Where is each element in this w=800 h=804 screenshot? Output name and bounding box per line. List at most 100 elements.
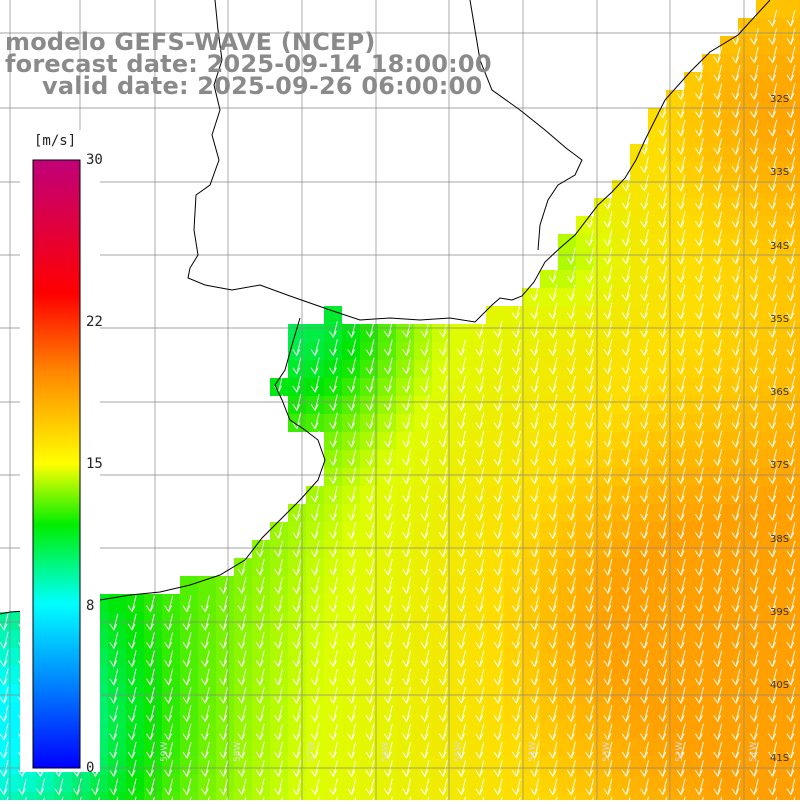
wind-arrow [621, 522, 631, 540]
wind-arrow [383, 339, 393, 357]
wind-arrow [786, 119, 796, 137]
wind-arrow [329, 741, 338, 759]
wind-arrow [695, 266, 704, 284]
wind-arrow [146, 668, 155, 686]
wind-arrow [585, 577, 595, 595]
wind-arrow [347, 320, 357, 338]
wind-arrow [640, 540, 649, 558]
wind-arrow [786, 229, 796, 247]
wind-arrow [383, 430, 393, 448]
wind-arrow [292, 522, 302, 540]
wind-arrow [731, 430, 741, 448]
wind-arrow [438, 339, 448, 357]
wind-arrow [585, 522, 595, 540]
wind-arrow [164, 778, 174, 796]
wind-arrow [512, 741, 521, 759]
wind-arrow [365, 522, 375, 540]
wind-arrow [475, 650, 485, 668]
wind-arrow [640, 412, 649, 430]
wind-arrow [548, 503, 558, 521]
wind-arrow [695, 229, 704, 247]
wind-arrow [493, 540, 503, 558]
wind-arrow [676, 211, 686, 229]
wind-arrow [749, 650, 759, 668]
wind-arrow [383, 540, 393, 558]
wind-arrow [768, 64, 778, 82]
wind-arrow [731, 302, 741, 320]
wind-arrow [457, 357, 466, 375]
wind-arrow [749, 229, 759, 247]
wind-arrow [292, 668, 302, 686]
wind-arrow [640, 558, 649, 576]
wind-arrow [749, 577, 759, 595]
wind-arrow [402, 449, 412, 467]
wind-arrow [420, 650, 430, 668]
wind-arrow [475, 375, 485, 393]
wind-arrow [640, 137, 649, 155]
wind-arrow [329, 412, 338, 430]
wind-arrow [457, 339, 466, 357]
wind-arrow [383, 503, 393, 521]
wind-arrow [475, 723, 485, 741]
wind-arrow [786, 320, 796, 338]
wind-arrow [585, 778, 595, 796]
wind-arrow [786, 339, 796, 357]
wind-arrow [713, 137, 723, 155]
wind-arrow [329, 705, 338, 723]
wind-arrow [329, 558, 338, 576]
wind-arrow [640, 723, 649, 741]
wind-arrow [768, 449, 778, 467]
wind-arrow [658, 412, 668, 430]
wind-arrow [731, 449, 741, 467]
wind-arrow [676, 650, 686, 668]
wind-arrow [695, 558, 704, 576]
map-title-forecast-date: forecast date: 2025-09-14 18:00:00 [5, 50, 492, 78]
wind-arrow [512, 723, 521, 741]
wind-arrow [731, 137, 741, 155]
wind-arrow [640, 266, 649, 284]
wind-arrow [749, 430, 759, 448]
latitude-label: 35S [770, 314, 790, 325]
wind-arrow [0, 741, 9, 759]
wind-arrow [274, 668, 283, 686]
wind-arrow [347, 522, 357, 540]
wind-arrow [603, 266, 613, 284]
wind-arrow [603, 339, 613, 357]
wind-arrow [768, 192, 778, 210]
wind-arrow [347, 778, 357, 796]
wind-arrow [621, 540, 631, 558]
wind-arrow [713, 741, 723, 759]
wind-arrow [548, 339, 558, 357]
wind-arrow [621, 705, 631, 723]
wind-arrow [219, 723, 229, 741]
wind-arrow [713, 192, 723, 210]
wind-arrow [274, 632, 283, 650]
wind-arrow [383, 723, 393, 741]
wind-arrow [365, 558, 375, 576]
wind-arrow [585, 705, 595, 723]
wind-arrow [457, 467, 466, 485]
colorbar-tick-label: 8 [86, 597, 95, 614]
wind-arrow [585, 302, 595, 320]
wind-arrow [548, 723, 558, 741]
wind-arrow [329, 339, 338, 357]
wind-arrow [457, 503, 466, 521]
wind-arrow [585, 540, 595, 558]
wind-arrow [731, 650, 741, 668]
wind-arrow [749, 778, 759, 796]
wind-arrow [329, 650, 338, 668]
wind-arrow [585, 668, 595, 686]
wind-arrow [749, 83, 759, 101]
longitude-label: 53W [602, 741, 612, 762]
wind-arrow [676, 192, 686, 210]
wind-arrow [383, 741, 393, 759]
wind-arrow [457, 540, 466, 558]
wind-arrow [566, 595, 576, 613]
wind-arrow [658, 284, 668, 302]
wind-arrow [731, 119, 741, 137]
wind-arrow [548, 540, 558, 558]
wind-arrow [695, 632, 704, 650]
wind-arrow [786, 46, 796, 64]
wind-arrow [219, 741, 229, 759]
